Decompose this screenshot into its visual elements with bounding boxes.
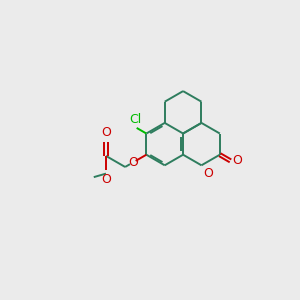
Text: O: O xyxy=(101,173,111,186)
Text: O: O xyxy=(203,167,213,180)
Text: Cl: Cl xyxy=(129,112,141,126)
Text: O: O xyxy=(128,156,138,169)
Text: O: O xyxy=(232,154,242,167)
Text: O: O xyxy=(101,126,111,139)
